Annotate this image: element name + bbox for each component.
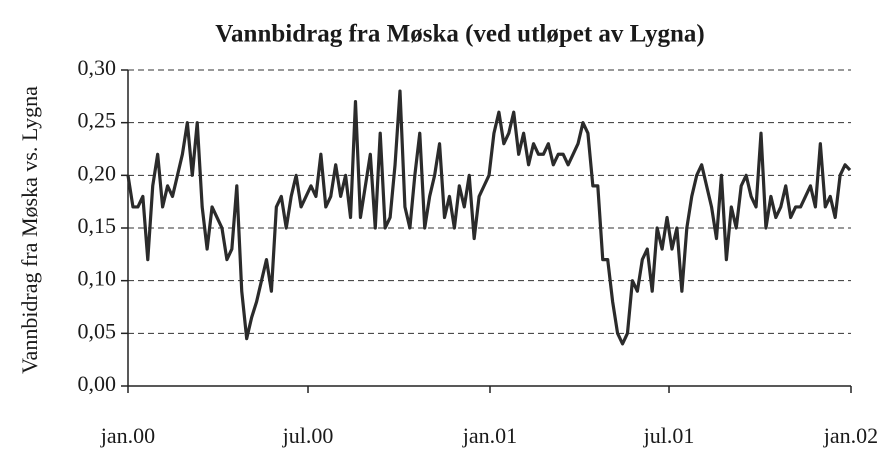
x-tick-label: jan.00 <box>100 423 155 448</box>
y-axis-label: Vannbidrag fra Møska vs. Lygna <box>17 86 42 374</box>
y-tick-label: 0,10 <box>78 266 117 291</box>
y-tick-label: 0,05 <box>78 318 117 343</box>
y-tick-label: 0,00 <box>78 371 117 396</box>
y-tick-label: 0,20 <box>78 160 117 185</box>
chart-title: Vannbidrag fra Møska (ved utløpet av Lyg… <box>215 21 704 48</box>
y-tick-label: 0,15 <box>78 213 117 238</box>
y-tick-label: 0,30 <box>78 55 117 80</box>
x-tick-label: jul.00 <box>282 423 334 448</box>
x-tick-label: jul.01 <box>643 423 695 448</box>
x-tick-label: jan.02 <box>823 423 878 448</box>
data-line <box>126 89 852 346</box>
y-tick-label: 0,25 <box>78 108 117 133</box>
x-tick-label: jan.01 <box>462 423 517 448</box>
